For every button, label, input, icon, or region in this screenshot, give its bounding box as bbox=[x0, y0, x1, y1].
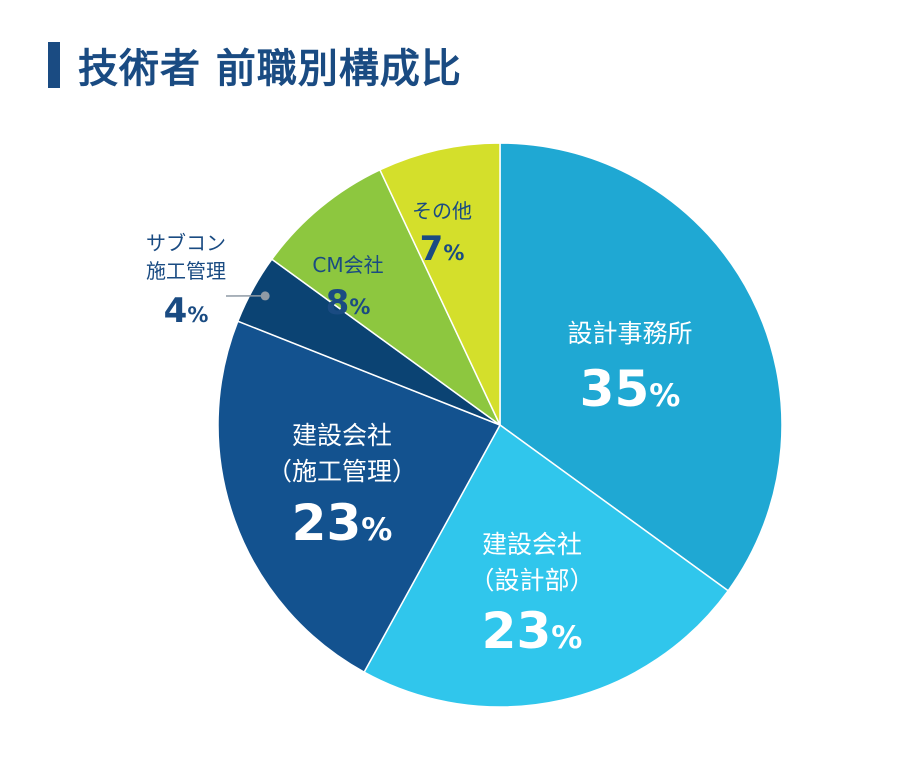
pie-slices bbox=[217, 142, 783, 708]
slice-value-4: 8% bbox=[326, 283, 371, 323]
chart-title-block: 技術者 前職別構成比 bbox=[48, 38, 462, 92]
pie-slice-5 bbox=[378, 142, 501, 426]
pie-slice-4 bbox=[270, 168, 501, 426]
chart-title: 技術者 前職別構成比 bbox=[78, 46, 462, 92]
slice-value-5: 7% bbox=[420, 229, 465, 269]
title-accent-bar bbox=[48, 42, 60, 88]
pie-slice-2 bbox=[217, 320, 502, 674]
slice-label-3-line-1: 施工管理 bbox=[146, 259, 226, 283]
slice-label-2-line-0: 建設会社 bbox=[292, 421, 392, 450]
slice-label-3-line-0: サブコン bbox=[146, 231, 226, 255]
pie-slice-1 bbox=[363, 423, 730, 708]
slice-value-0: 35% bbox=[580, 360, 681, 418]
slice-label-4-line-0: CM会社 bbox=[312, 253, 383, 277]
slice-value-2: 23% bbox=[292, 494, 393, 552]
slice-value-3: 4% bbox=[164, 291, 209, 331]
slice-label-0-line-0: 設計事務所 bbox=[567, 319, 692, 348]
leader-dot bbox=[260, 291, 270, 301]
slice-value-1: 23% bbox=[482, 602, 583, 660]
slice-label-2-line-1: （施工管理） bbox=[267, 457, 417, 486]
pie-slice-0 bbox=[499, 142, 783, 592]
slice-label-1-line-0: 建設会社 bbox=[482, 530, 582, 559]
slice-label-5-line-0: その他 bbox=[412, 199, 472, 223]
slice-label-1-line-1: （設計部） bbox=[469, 566, 594, 595]
